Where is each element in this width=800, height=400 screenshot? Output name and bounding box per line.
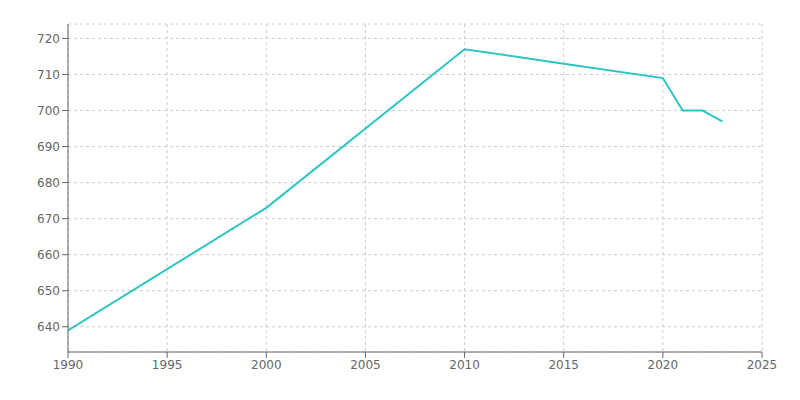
svg-text:670: 670	[37, 212, 60, 226]
svg-text:2025: 2025	[747, 358, 778, 372]
svg-text:2010: 2010	[449, 358, 480, 372]
svg-text:1990: 1990	[53, 358, 84, 372]
svg-text:2015: 2015	[548, 358, 579, 372]
svg-text:680: 680	[37, 176, 60, 190]
svg-text:2000: 2000	[251, 358, 282, 372]
svg-text:710: 710	[37, 68, 60, 82]
svg-text:650: 650	[37, 284, 60, 298]
svg-text:2020: 2020	[648, 358, 679, 372]
svg-text:2005: 2005	[350, 358, 381, 372]
svg-text:700: 700	[37, 104, 60, 118]
svg-text:690: 690	[37, 140, 60, 154]
svg-text:720: 720	[37, 32, 60, 46]
svg-text:660: 660	[37, 248, 60, 262]
svg-text:1995: 1995	[152, 358, 183, 372]
svg-text:640: 640	[37, 320, 60, 334]
